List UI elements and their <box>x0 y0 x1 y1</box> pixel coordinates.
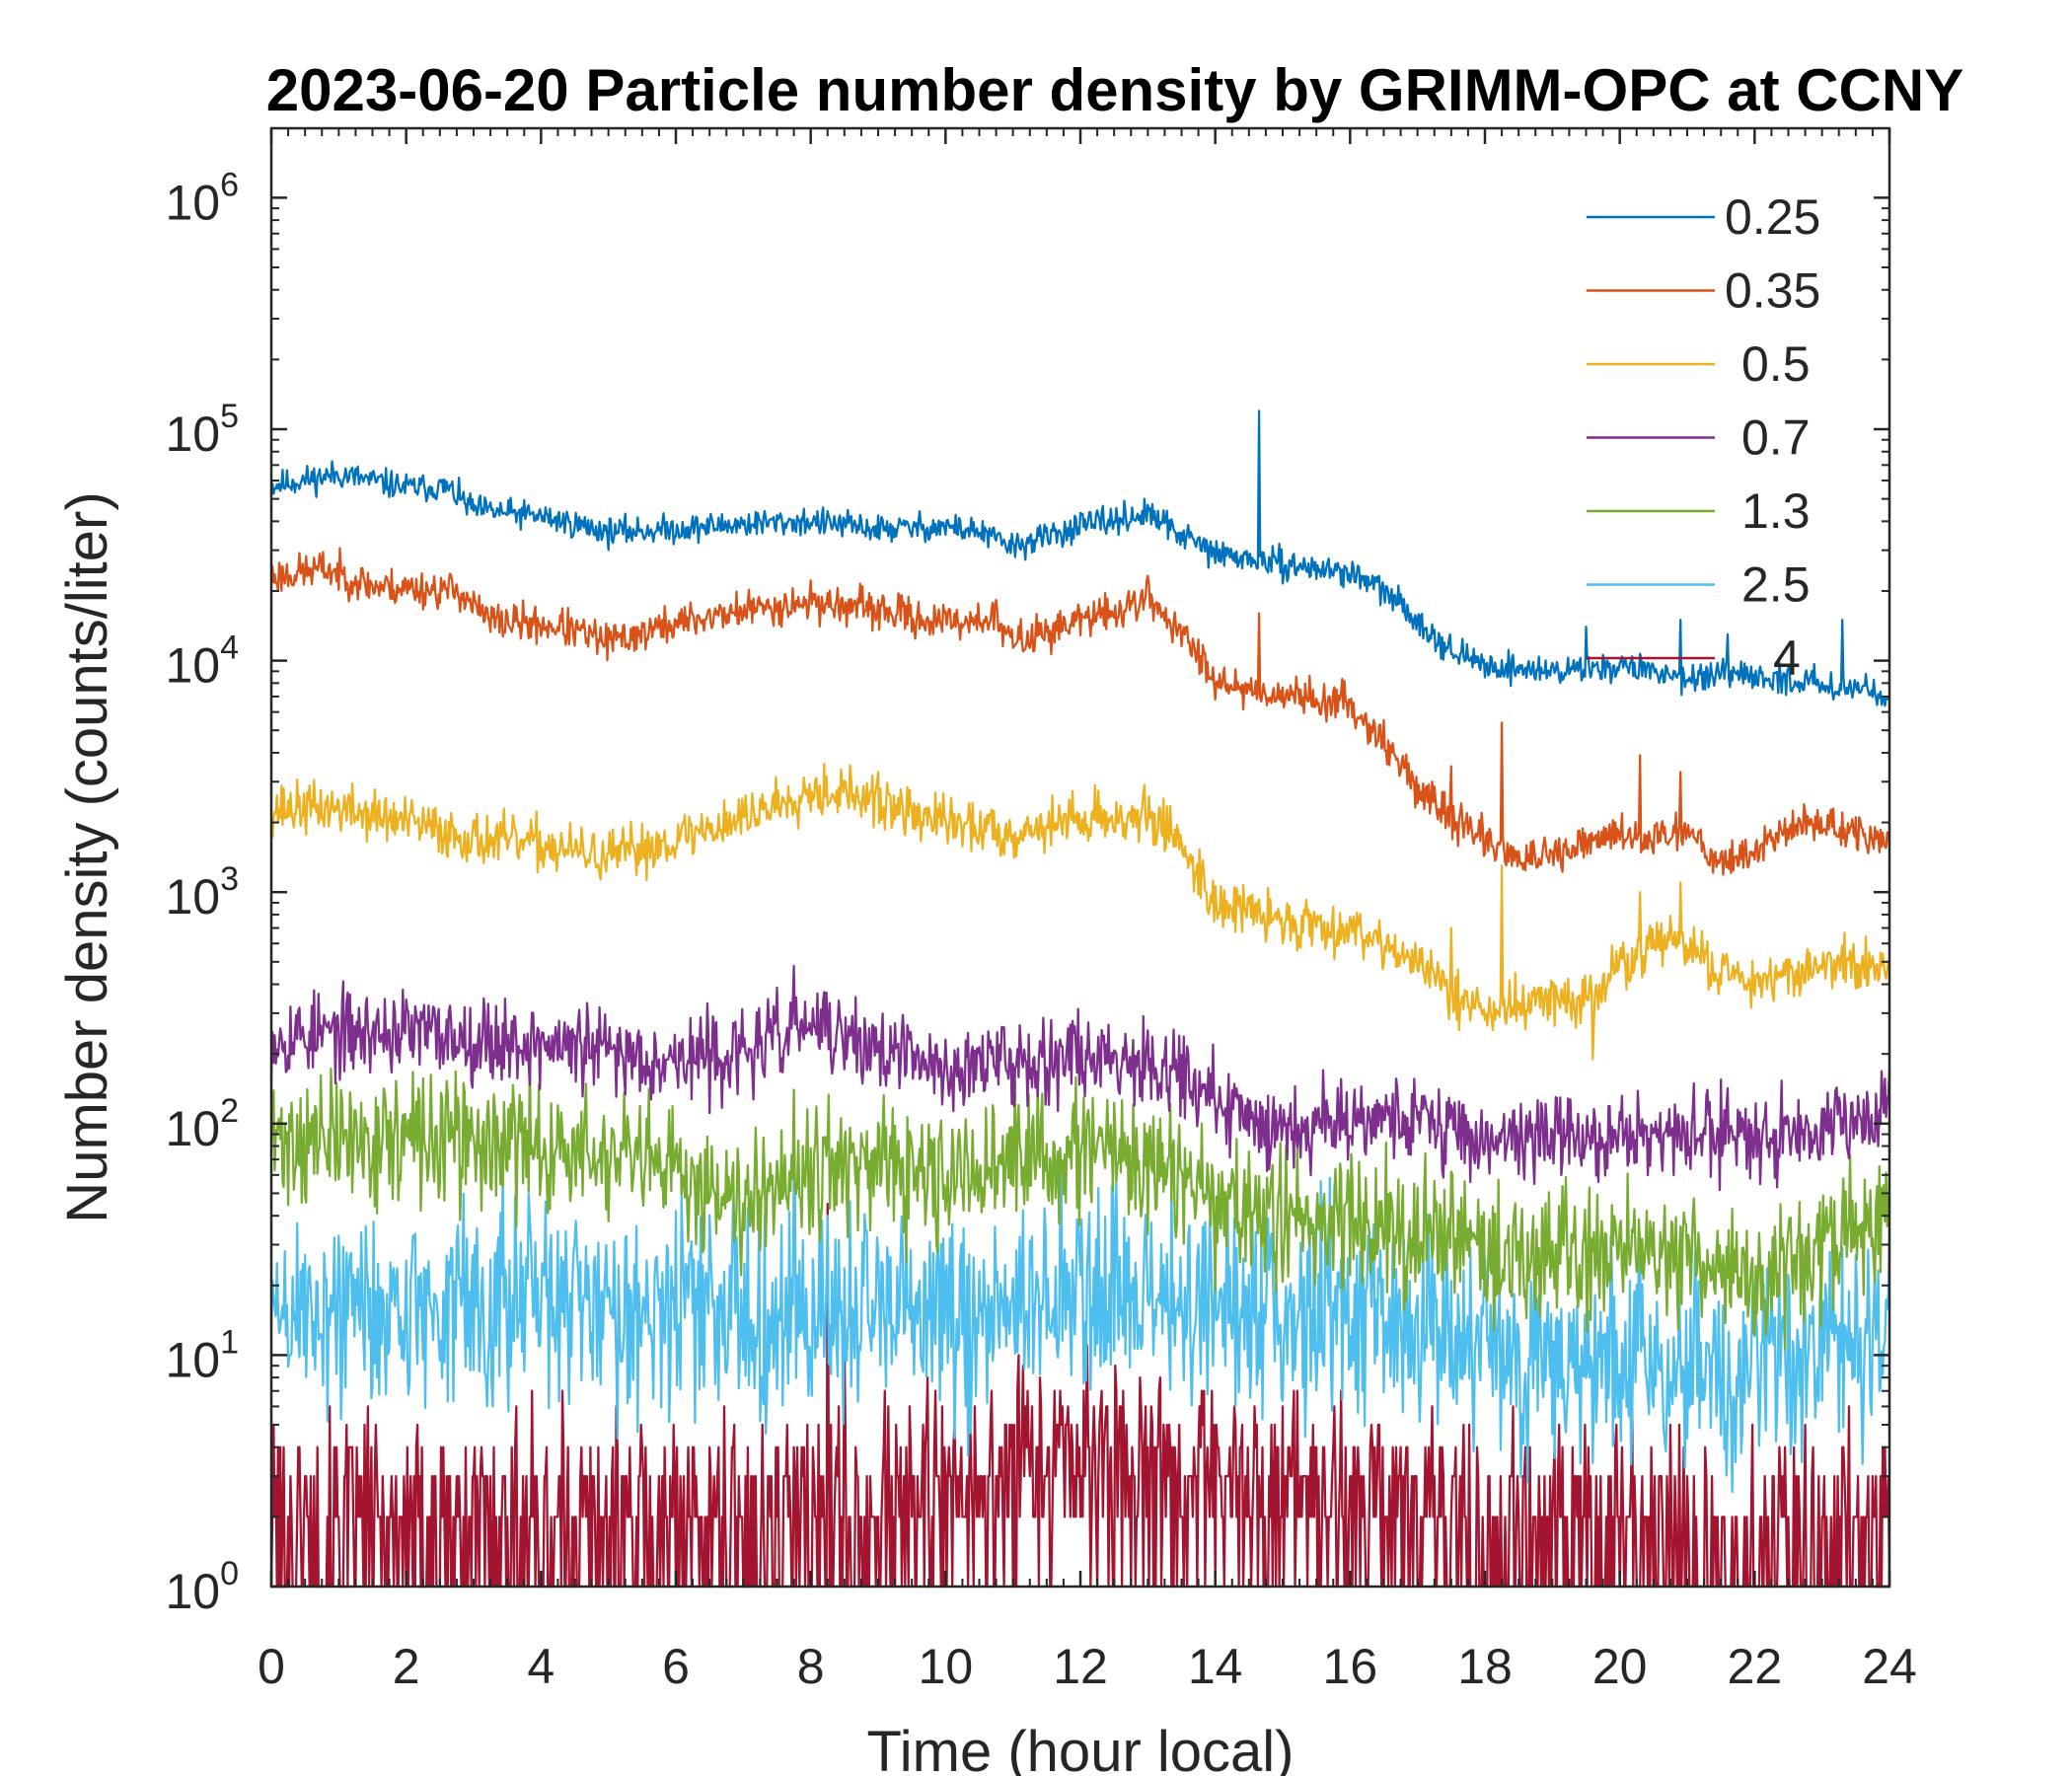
ticks-group <box>269 128 1891 1589</box>
x-tick-label: 8 <box>797 1639 825 1694</box>
y-tick-label: 101 <box>165 1323 239 1387</box>
y-tick-label: 100 <box>165 1555 239 1619</box>
plot-background <box>271 128 1889 1587</box>
legend: 0.25 0.35 0.5 0.7 1.3 2.5 4 <box>1587 189 1820 686</box>
legend-label: 4 <box>1773 630 1801 686</box>
x-tick-label: 20 <box>1592 1639 1648 1694</box>
x-tick-label: 10 <box>919 1639 974 1694</box>
legend-label: 0.35 <box>1725 263 1820 319</box>
x-tick-label: 2 <box>393 1639 420 1694</box>
y-tick-label: 104 <box>165 629 239 694</box>
x-tick-label: 4 <box>527 1639 555 1694</box>
y-tick-labels: 100 101 102 103 104 105 106 <box>165 166 239 1619</box>
x-tick-label: 22 <box>1728 1639 1783 1694</box>
x-tick-label: 14 <box>1188 1639 1243 1694</box>
series-line-0_5 <box>269 762 1891 1061</box>
series-line-0_25 <box>269 409 1890 707</box>
x-tick-labels: 0 2 4 6 8 10 12 14 16 18 20 22 24 <box>258 1639 1917 1694</box>
y-tick-label: 103 <box>165 860 239 925</box>
y-axis-label: Number density (counts/liter) <box>55 491 119 1222</box>
x-tick-label: 24 <box>1862 1639 1917 1694</box>
legend-label: 2.5 <box>1741 557 1811 613</box>
legend-label: 0.5 <box>1741 336 1811 392</box>
legend-label: 0.7 <box>1741 410 1811 466</box>
x-tick-label: 16 <box>1323 1639 1378 1694</box>
plot-frame <box>269 126 1891 1589</box>
legend-label: 0.25 <box>1725 189 1820 245</box>
series-line-0_35 <box>269 547 1891 876</box>
y-tick-label: 105 <box>165 398 239 462</box>
x-tick-label: 12 <box>1053 1639 1108 1694</box>
series-line-0_7 <box>269 964 1891 1192</box>
plot-area <box>269 126 1891 1589</box>
series-line-1_3 <box>269 1052 1891 1351</box>
x-tick-label: 18 <box>1457 1639 1513 1694</box>
chart-title: 2023-06-20 Particle number density by GR… <box>266 57 1964 123</box>
legend-label: 1.3 <box>1741 483 1811 539</box>
y-tick-label: 106 <box>165 166 239 230</box>
y-tick-label: 102 <box>165 1092 239 1156</box>
series-line-2_5 <box>269 1171 1891 1494</box>
x-axis-label: Time (hour local) <box>867 1720 1295 1776</box>
x-tick-label: 6 <box>662 1639 690 1694</box>
x-tick-label: 0 <box>258 1639 285 1694</box>
